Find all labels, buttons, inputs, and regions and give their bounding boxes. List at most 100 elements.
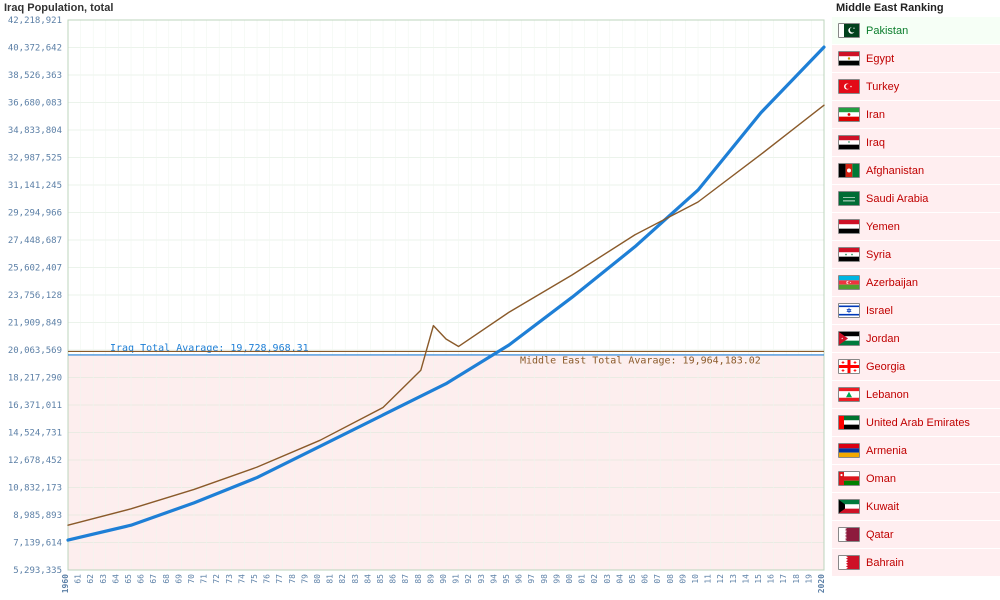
ranking-row[interactable]: Egypt [832,44,1000,72]
flag-icon: ٭ [838,135,860,150]
flag-icon [838,191,860,206]
flag-icon [838,51,860,66]
ranking-row[interactable]: Iran [832,100,1000,128]
svg-text:92: 92 [464,574,473,584]
flag-icon [838,219,860,234]
flag-icon [838,415,860,430]
ranking-row[interactable]: Yemen [832,212,1000,240]
svg-text:18: 18 [792,574,801,584]
svg-text:63: 63 [99,574,108,584]
svg-text:81: 81 [326,574,335,584]
country-label: Bahrain [866,557,904,569]
svg-text:1960: 1960 [61,574,70,593]
svg-text:12,678,452: 12,678,452 [8,456,62,466]
ranking-row[interactable]: United Arab Emirates [832,408,1000,436]
flag-icon [838,359,860,374]
country-label: Azerbaijan [866,277,918,289]
ranking-list: Pakistan Egypt Turkey Iran ٭Iraq Afghanistan S… [832,16,1000,576]
svg-text:86: 86 [389,574,398,584]
ranking-row[interactable]: Israel [832,296,1000,324]
svg-text:٭: ٭ [848,140,851,146]
svg-text:67: 67 [149,574,158,584]
ranking-row[interactable]: Jordan [832,324,1000,352]
svg-text:03: 03 [603,574,612,584]
svg-text:64: 64 [111,574,120,584]
svg-text:17: 17 [779,574,788,584]
svg-text:42,218,921: 42,218,921 [8,16,62,26]
ranking-row[interactable]: Armenia [832,436,1000,464]
svg-text:99: 99 [552,574,561,584]
svg-text:04: 04 [615,574,624,584]
country-label: Iran [866,109,885,121]
flag-icon [838,527,860,542]
ranking-row[interactable]: Saudi Arabia [832,184,1000,212]
svg-text:02: 02 [590,574,599,584]
svg-text:00: 00 [565,574,574,584]
svg-text:13: 13 [729,574,738,584]
ranking-row[interactable]: Syria [832,240,1000,268]
country-label: Qatar [866,529,894,541]
svg-text:95: 95 [502,574,511,584]
country-label: Georgia [866,361,905,373]
svg-text:15: 15 [754,574,763,584]
svg-text:85: 85 [376,574,385,584]
ranking-row[interactable]: Kuwait [832,492,1000,520]
svg-text:87: 87 [401,574,410,584]
svg-text:21,909,849: 21,909,849 [8,319,62,329]
country-label: United Arab Emirates [866,417,970,429]
svg-text:98: 98 [540,574,549,584]
ranking-row[interactable]: Qatar [832,520,1000,548]
svg-text:83: 83 [351,574,360,584]
svg-text:77: 77 [275,574,284,584]
svg-text:Middle East Total Avarage: 19,: Middle East Total Avarage: 19,964,183.02 [520,355,761,366]
flag-icon [838,499,860,514]
flag-icon [838,387,860,402]
flag-icon [838,79,860,94]
svg-text:65: 65 [124,574,133,584]
ranking-row[interactable]: Afghanistan [832,156,1000,184]
svg-text:71: 71 [200,574,209,584]
svg-text:70: 70 [187,574,196,584]
country-label: Lebanon [866,389,909,401]
flag-icon [838,107,860,122]
flag-icon [838,275,860,290]
country-label: Afghanistan [866,165,924,177]
svg-text:90: 90 [439,574,448,584]
svg-text:73: 73 [225,574,234,584]
ranking-row[interactable]: Bahrain [832,548,1000,576]
svg-text:2020: 2020 [817,574,826,593]
flag-icon [838,443,860,458]
svg-text:93: 93 [477,574,486,584]
ranking-row[interactable]: Oman [832,464,1000,492]
svg-text:82: 82 [338,574,347,584]
svg-text:79: 79 [300,574,309,584]
svg-text:36,680,083: 36,680,083 [8,99,62,109]
country-label: Egypt [866,53,894,65]
ranking-row[interactable]: ٭Iraq [832,128,1000,156]
country-label: Yemen [866,221,900,233]
svg-text:16: 16 [767,574,776,584]
svg-text:7,139,614: 7,139,614 [13,539,62,549]
svg-text:38,526,363: 38,526,363 [8,71,62,81]
svg-text:01: 01 [578,574,587,584]
svg-text:62: 62 [86,574,95,584]
svg-text:8,985,893: 8,985,893 [13,511,62,521]
country-label: Kuwait [866,501,899,513]
ranking-row[interactable]: Pakistan [832,16,1000,44]
ranking-row[interactable]: Turkey [832,72,1000,100]
ranking-title: Middle East Ranking [832,2,1000,14]
svg-text:80: 80 [313,574,322,584]
svg-text:75: 75 [250,574,259,584]
svg-text:61: 61 [74,574,83,584]
svg-text:68: 68 [162,574,171,584]
ranking-row[interactable]: Georgia [832,352,1000,380]
svg-text:14,524,731: 14,524,731 [8,429,62,439]
svg-text:74: 74 [237,574,246,584]
ranking-row[interactable]: Azerbaijan [832,268,1000,296]
svg-text:10,832,173: 10,832,173 [8,484,62,494]
svg-text:78: 78 [288,574,297,584]
svg-text:31,141,245: 31,141,245 [8,181,62,191]
svg-text:29,294,966: 29,294,966 [8,209,62,219]
svg-text:18,217,290: 18,217,290 [8,374,62,384]
ranking-row[interactable]: Lebanon [832,380,1000,408]
